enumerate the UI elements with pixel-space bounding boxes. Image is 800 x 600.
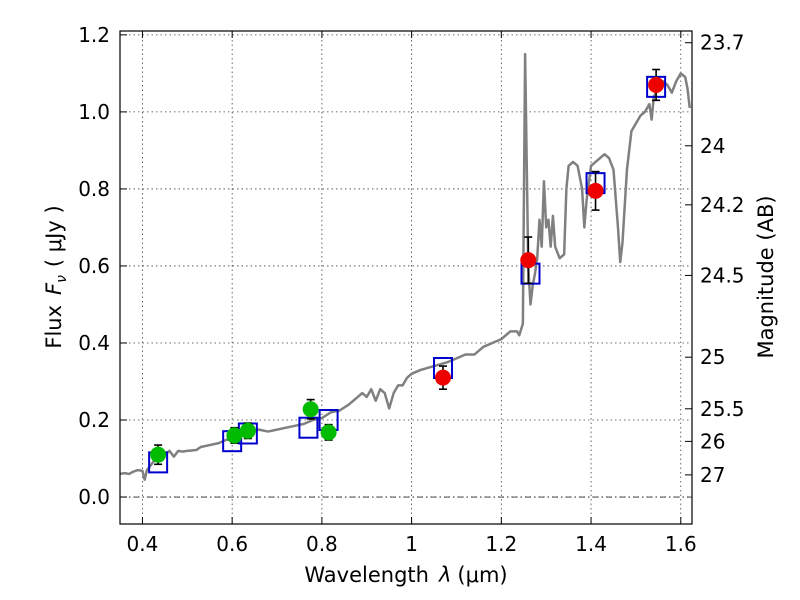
magnitude-tick-label: 24: [700, 134, 725, 158]
observed-point-nir: [587, 182, 604, 199]
y-tick-label: 0.0: [78, 485, 110, 509]
observed-point-optical: [150, 446, 167, 463]
plot-frame: [119, 30, 693, 525]
model-photometry-box: [298, 416, 319, 439]
magnitude-axis-title: Magnitude (AB): [754, 195, 778, 358]
observed-point-nir: [520, 252, 537, 269]
sed-model-line: [119, 52, 692, 481]
x-tick-label: 0.4: [127, 532, 159, 556]
x-tick-label: 0.6: [216, 532, 248, 556]
y-tick-label: 1.0: [78, 100, 110, 124]
magnitude-axis-ticks: 23.7 24 24.2 24.5 25 25.5 26 27: [685, 31, 745, 487]
observed-point-optical: [320, 424, 337, 441]
x-tick-label: 0.8: [306, 532, 338, 556]
x-tick-label: 1.6: [665, 532, 697, 556]
observed-points-layer: [150, 76, 665, 463]
magnitude-tick-label: 27: [700, 463, 725, 487]
observed-point-optical: [226, 427, 243, 444]
y-axis-ticks: 0.0 0.2 0.4 0.6 0.8 1.0 1.2: [78, 23, 127, 509]
magnitude-tick-label: 25: [700, 345, 725, 369]
observed-point-optical: [302, 401, 319, 418]
x-tick-label: 1: [405, 532, 418, 556]
magnitude-tick-label: 24.5: [700, 263, 745, 287]
y-tick-label: 0.4: [78, 331, 110, 355]
x-axis-ticks: 0.4 0.6 0.8 1 1.2 1.4 1.6: [127, 31, 697, 556]
sed-model-layer: [119, 52, 692, 481]
x-tick-label: 1.4: [575, 532, 607, 556]
observed-point-nir: [648, 76, 665, 93]
y-tick-label: 0.8: [78, 177, 110, 201]
x-axis-title: Wavelength λ (μm): [304, 563, 507, 587]
y-tick-label: 1.2: [78, 23, 110, 47]
magnitude-tick-label: 25.5: [700, 397, 745, 421]
y-tick-label: 0.6: [78, 254, 110, 278]
observed-point-optical: [239, 422, 256, 439]
observed-point-nir: [435, 369, 452, 386]
y-axis-title: FluxFν( μJy ): [42, 205, 70, 348]
magnitude-tick-label: 23.7: [700, 31, 745, 55]
magnitude-tick-label: 26: [700, 429, 725, 453]
x-tick-label: 1.2: [485, 532, 517, 556]
magnitude-tick-label: 24.2: [700, 193, 745, 217]
y-tick-label: 0.2: [78, 408, 110, 432]
grid: [120, 31, 692, 524]
